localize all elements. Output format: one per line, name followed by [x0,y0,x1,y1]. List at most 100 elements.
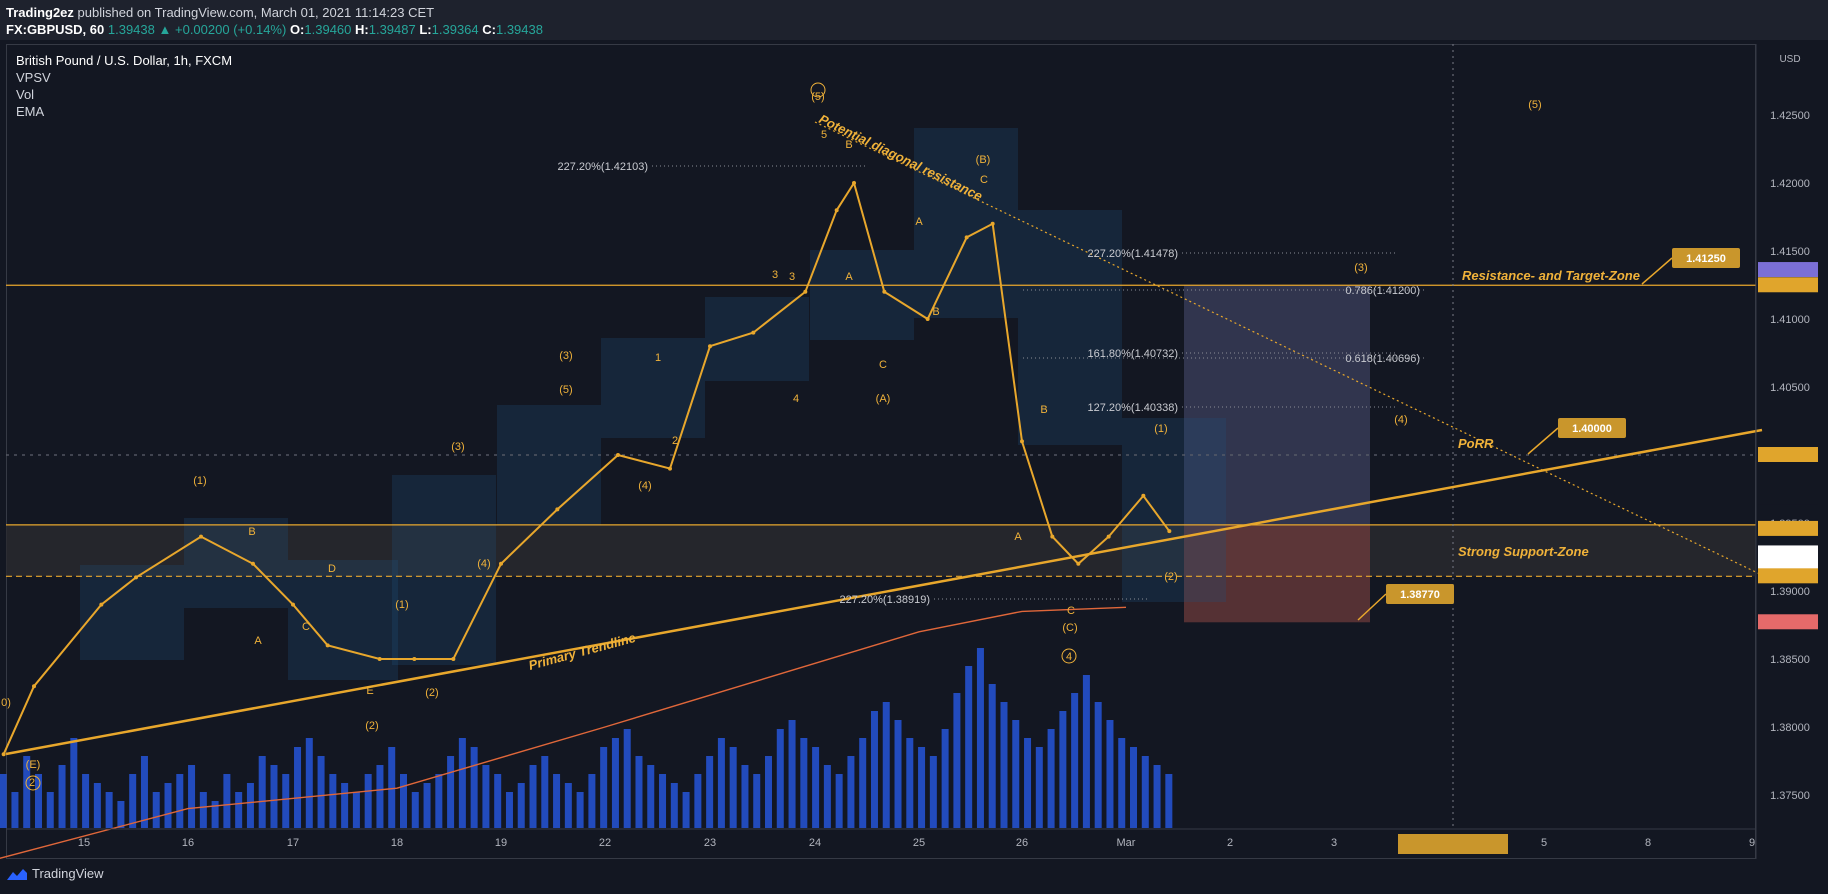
fib-label: 0.786(1.41200) [1345,285,1420,297]
wave-label: 2 [29,777,35,789]
wave-label: (4) [638,480,651,492]
tradingview-brand[interactable]: TradingView [6,866,104,881]
price-point [1,752,6,757]
volume-bar [152,792,160,828]
callout-pointer [1527,427,1559,455]
up-arrow-icon: ▲ [158,22,172,37]
price-tag [1758,520,1818,536]
x-tick-label: 26 [1016,837,1028,849]
price-point [708,344,712,349]
volume-bar [1035,747,1043,828]
price-point [751,330,756,335]
volume-bar [753,774,761,828]
x-tick-label: 17 [287,837,299,849]
volume-bar [823,765,831,828]
callout-label: 1.41250 [1686,253,1726,265]
wave-label: 3 [772,269,778,281]
callout-box [1672,248,1740,268]
volume-bar [953,693,961,828]
author-name[interactable]: Trading2ez [6,5,74,20]
volume-bar [1000,702,1008,828]
wave-label: C [302,621,310,633]
price-point [325,643,330,648]
volume-bar [1094,702,1102,828]
volume-bar [541,756,549,828]
price-point [925,317,930,321]
wave-label: (4) [477,558,490,570]
wave-label: 5 [821,129,827,141]
volume-bar [93,783,101,828]
crosshair-date-box [1398,834,1508,854]
volume-bar [894,720,902,828]
price-point [99,602,104,607]
volume-bar [470,747,478,828]
volume-bar [435,774,443,828]
volume-bar [870,711,878,828]
price-point [990,221,995,226]
volume-bar [199,792,207,828]
wave-label: 0) [1,697,11,709]
price-point [964,235,969,240]
volume-bar [553,774,561,828]
volume-profile-box [288,560,398,680]
volume-bar [847,756,855,828]
volume-bar [1082,675,1090,828]
wave-label: C [980,174,988,186]
x-tick-label: 19 [495,837,507,849]
legend-title[interactable]: British Pound / U.S. Dollar, 1h, FXCM [16,53,233,68]
volume-bar [211,801,219,828]
volume-bar [694,774,702,828]
wave-label: 3 [789,271,795,283]
volume-profile-box [810,250,914,340]
last-price: 1.39438 [107,22,155,37]
x-tick-label: 25 [913,837,925,849]
volume-bar [1130,747,1138,828]
volume-profile-box [497,405,601,525]
y-tick-label: 1.38000 [1770,722,1810,734]
price-line [2,180,1171,755]
volume-bar [411,792,419,828]
y-tick-label: 1.41000 [1770,314,1810,326]
volume-bar [458,738,466,828]
volume-profile-box [184,518,288,608]
volume-bar [1165,774,1173,828]
price-point [499,561,503,566]
open-value: 1.39460 [304,22,352,37]
volume-bar [482,765,490,828]
volume-profile-box [601,338,705,438]
wave-label: (A) [876,393,891,405]
high-value: 1.39487 [368,22,416,37]
volume-bar [0,774,7,828]
price-point [134,575,138,580]
volume-bar [776,729,784,828]
legend-indicator[interactable]: Vol [16,87,35,102]
axis-unit-label: USD [1779,54,1800,65]
callout-box [1558,418,1626,438]
trendline-label: Primary Trendline [527,630,637,673]
wave-label: B [1040,404,1047,416]
x-tick-label: 3 [1331,837,1337,849]
close-value: 1.39438 [495,22,543,37]
price-point [1076,561,1081,566]
volume-bar [741,765,749,828]
wave-label: D [328,563,336,575]
volume-bar [965,666,973,828]
legend-indicator[interactable]: VPSV [16,70,51,85]
wave-label: (B) [976,154,991,166]
legend-indicator[interactable]: EMA [16,104,45,119]
open-label: O: [289,22,305,37]
price-point [1106,534,1111,539]
header-bar: Trading2ez published on TradingView.com,… [0,0,1828,40]
volume-profile-box [392,475,496,665]
fib-label: 227.20%(1.42103) [557,161,648,173]
volume-bar [564,783,572,828]
price-tag [1758,568,1818,584]
price-point [803,289,808,294]
volume-bar [82,774,90,828]
wave-circle-icon [25,775,41,791]
wave-label: (4) [1394,414,1407,426]
price-point [32,684,36,689]
wave-label: (3) [559,350,572,362]
price-point [616,453,620,457]
